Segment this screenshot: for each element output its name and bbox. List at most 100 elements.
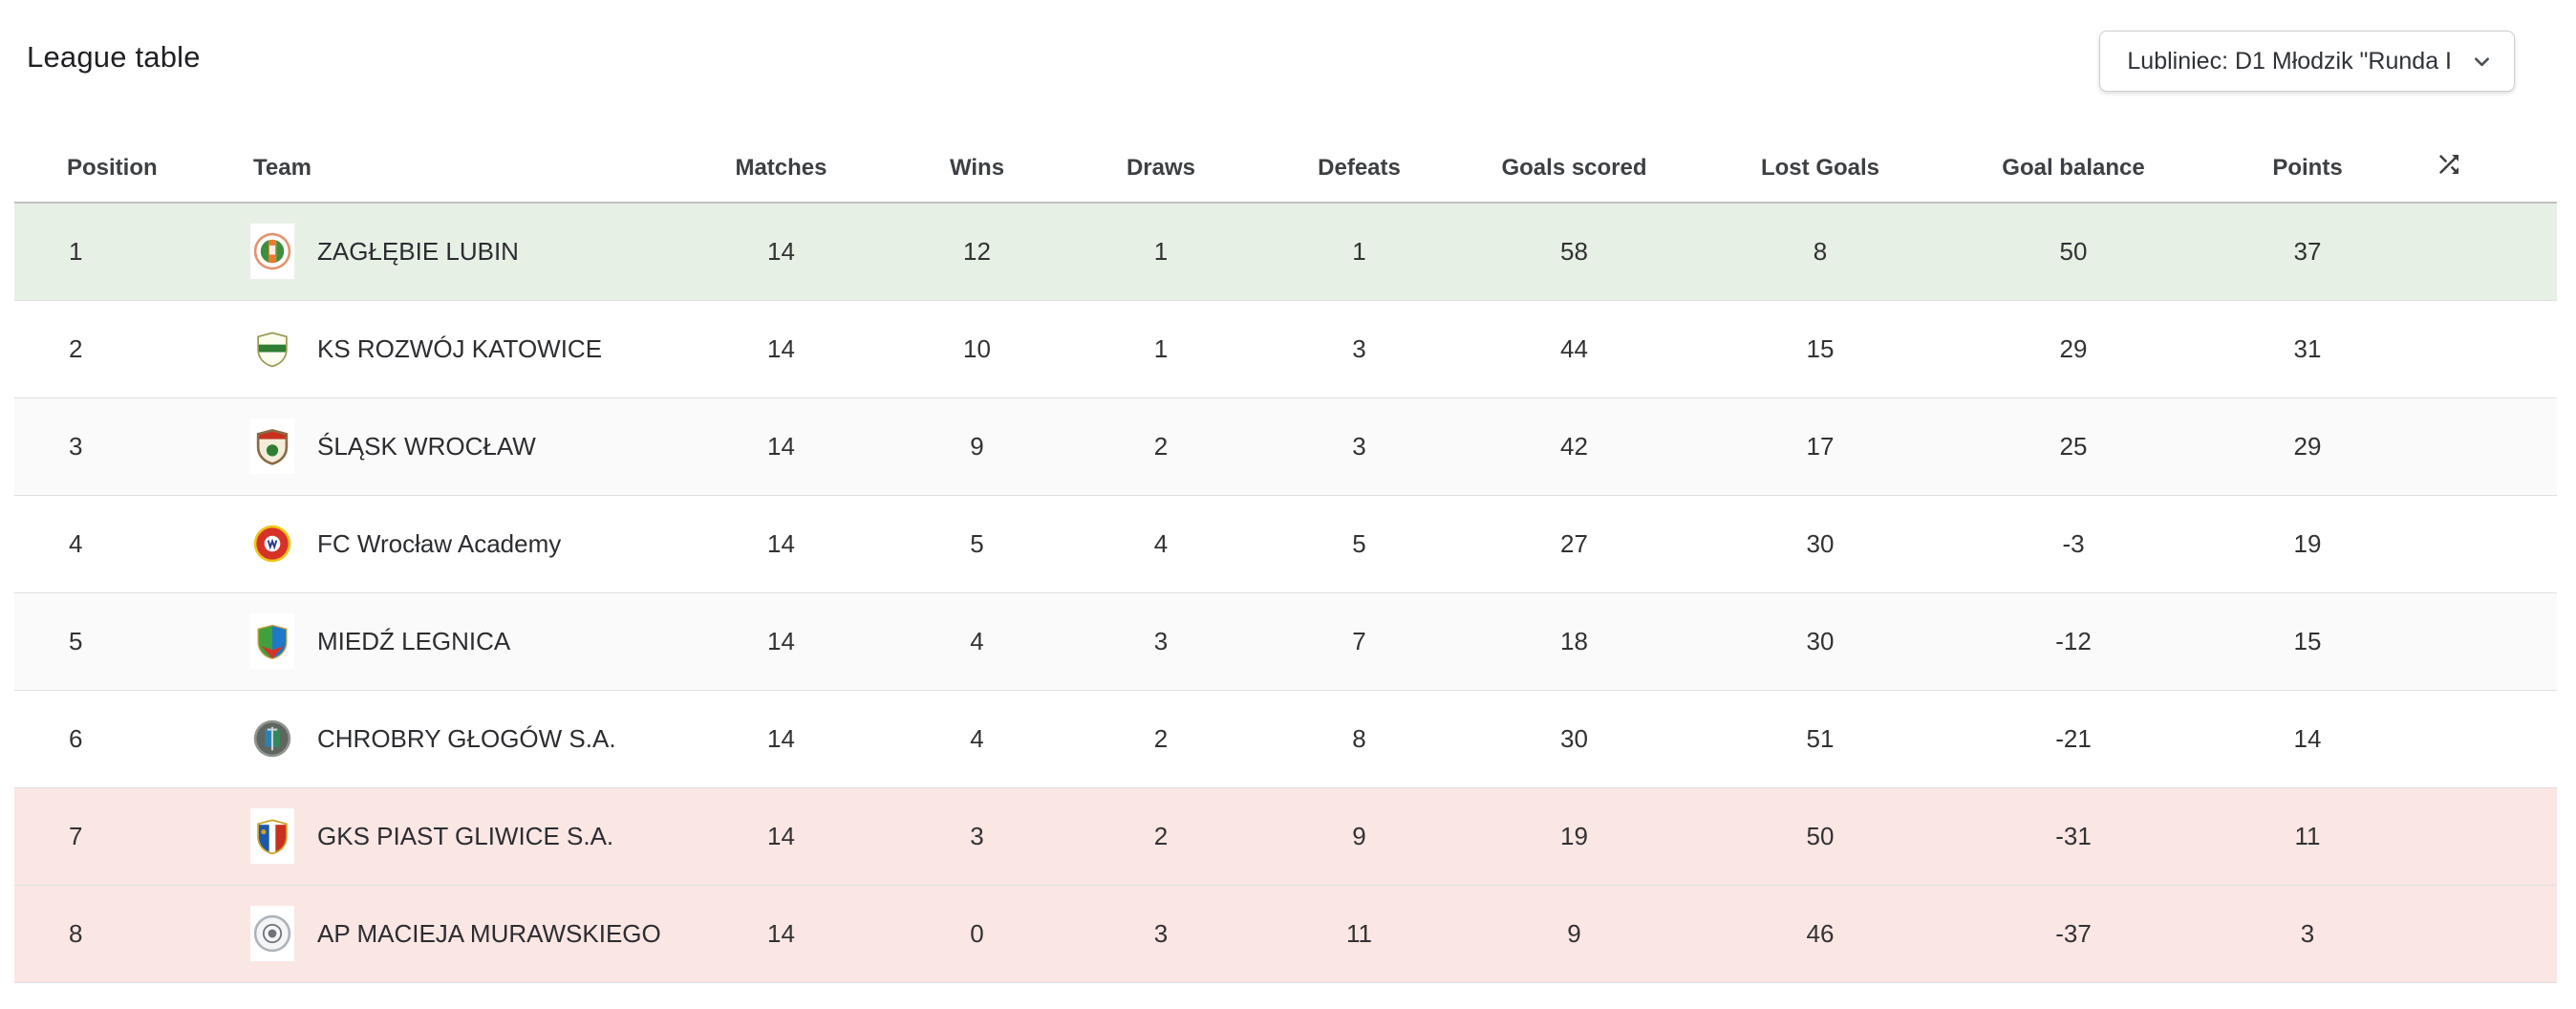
column-header-position: Position [14, 134, 201, 204]
draws-cell: 3 [1061, 884, 1261, 983]
actions-cell [2417, 299, 2557, 397]
league-table-body: 1 ZAGŁĘBIE LUBIN 14 12 1 1 58 8 50 37 2 KS ROZWÓJ K… [14, 203, 2557, 983]
miedz-legnica-crest [250, 613, 294, 669]
position-cell: 6 [14, 689, 201, 787]
matches-cell: 14 [767, 236, 795, 266]
column-header-defeats: Defeats [1261, 134, 1457, 204]
matches-cell: 14 [669, 884, 893, 983]
points-cell: 11 [2198, 786, 2417, 885]
table-row: 2 KS ROZWÓJ KATOWICE 14 10 1 3 44 15 29 31 [14, 299, 2557, 397]
column-header-matches: Matches [669, 134, 893, 204]
gks-piast-gliwice-crest [250, 808, 294, 864]
lost-goals-cell: 50 [1691, 786, 1949, 885]
column-header-wins: Wins [893, 134, 1061, 204]
table-header-row: Position Team Matches Wins Draws Defeats… [14, 134, 2557, 204]
lost-goals-cell: 46 [1691, 884, 1949, 983]
table-row: 4 FC Wrocław Academy 14 5 4 5 27 30 -3 19 [14, 494, 2557, 592]
page-title: League table [27, 40, 201, 74]
goal-balance-cell: -12 [1949, 591, 2198, 690]
goals-scored-cell: 44 [1457, 299, 1691, 397]
page-header: League table Lubliniec: D1 Młodzik "Rund… [0, 0, 2576, 134]
matches-cell: 14 [669, 299, 893, 397]
goal-balance-cell: -21 [1949, 689, 2198, 787]
position-cell: 8 [14, 884, 201, 983]
column-header-goal-balance: Goal balance [1949, 134, 2198, 204]
position-cell: 5 [14, 591, 201, 690]
table-row: 1 ZAGŁĘBIE LUBIN 14 12 1 1 58 8 50 37 [14, 203, 2557, 300]
team-name: ŚLĄSK WROCŁAW [317, 431, 536, 461]
column-header-points: Points [2198, 134, 2417, 204]
column-header-draws: Draws [1061, 134, 1261, 204]
table-row: 7 GKS PIAST GLIWICE S.A. 14 3 2 9 19 50 -31 11 [14, 786, 2557, 885]
goals-scored-cell: 58 [1560, 236, 1588, 266]
matches-cell: 14 [669, 494, 893, 592]
ap-macieja-murawskiego-crest [250, 906, 294, 961]
table-row: 6 CHROBRY GŁOGÓW S.A. 14 4 2 8 30 51 -21 14 [14, 689, 2557, 787]
actions-cell [2417, 786, 2557, 885]
goals-scored-cell: 19 [1457, 786, 1691, 885]
wins-cell: 3 [893, 786, 1061, 885]
team-cell: ZAGŁĘBIE LUBIN [201, 203, 669, 300]
goals-scored-cell: 9 [1457, 884, 1691, 983]
draws-cell: 2 [1061, 397, 1261, 495]
column-header-goals-scored: Goals scored [1457, 134, 1691, 204]
draws-cell: 1 [1153, 236, 1169, 266]
position-cell: 2 [14, 299, 201, 397]
team-name: GKS PIAST GLIWICE S.A. [317, 821, 614, 850]
goal-balance-cell: 25 [1949, 397, 2198, 495]
position-cell: 4 [14, 494, 201, 592]
competition-select[interactable]: Lubliniec: D1 Młodzik "Runda I [2099, 31, 2515, 92]
team-cell: GKS PIAST GLIWICE S.A. [201, 786, 669, 885]
draws-cell: 2 [1061, 689, 1261, 787]
lost-goals-cell: 51 [1691, 689, 1949, 787]
shuffle-icon[interactable] [2435, 150, 2463, 179]
points-cell: 19 [2198, 494, 2417, 592]
position-cell: 1 [69, 236, 83, 266]
defeats-cell: 5 [1261, 494, 1457, 592]
goals-scored-cell: 18 [1457, 591, 1691, 690]
points-cell: 37 [2293, 236, 2322, 266]
wins-cell: 5 [893, 494, 1061, 592]
lost-goals-cell: 8 [1813, 236, 1828, 266]
goal-balance-cell: -31 [1949, 786, 2198, 885]
lost-goals-cell: 15 [1691, 299, 1949, 397]
team-cell: KS ROZWÓJ KATOWICE [201, 299, 669, 397]
actions-cell [2417, 397, 2557, 495]
competition-select-value: Lubliniec: D1 Młodzik "Runda I [2127, 47, 2452, 75]
table-row: 8 AP MACIEJA MURAWSKIEGO 14 0 3 11 9 46 -37 3 [14, 884, 2557, 983]
points-cell: 3 [2198, 884, 2417, 983]
team-cell: FC Wrocław Academy [201, 494, 669, 592]
chevron-down-icon [2469, 49, 2495, 75]
team-name: ZAGŁĘBIE LUBIN [317, 236, 519, 266]
points-cell: 31 [2198, 299, 2417, 397]
table-row: 3 ŚLĄSK WROCŁAW 14 9 2 3 42 17 25 29 [14, 397, 2557, 495]
ks-rozwoj-katowice-crest [250, 321, 294, 376]
draws-cell: 4 [1061, 494, 1261, 592]
column-header-team: Team [201, 134, 669, 204]
position-cell: 7 [14, 786, 201, 885]
defeats-cell: 9 [1261, 786, 1457, 885]
team-cell: ŚLĄSK WROCŁAW [201, 397, 669, 495]
team-cell: CHROBRY GŁOGÓW S.A. [201, 689, 669, 787]
wins-cell: 4 [893, 591, 1061, 690]
actions-cell [2417, 494, 2557, 592]
table-row: 5 MIEDŹ LEGNICA 14 4 3 7 18 30 -12 15 [14, 591, 2557, 690]
defeats-cell: 11 [1261, 884, 1457, 983]
team-name: FC Wrocław Academy [317, 528, 562, 558]
team-name: CHROBRY GŁOGÓW S.A. [317, 723, 616, 753]
matches-cell: 14 [669, 786, 893, 885]
defeats-cell: 3 [1261, 299, 1457, 397]
draws-cell: 2 [1061, 786, 1261, 885]
matches-cell: 14 [669, 591, 893, 690]
actions-cell [2417, 689, 2557, 787]
wins-cell: 12 [963, 236, 991, 266]
goal-balance-cell: -3 [1949, 494, 2198, 592]
actions-cell [2417, 203, 2557, 300]
defeats-cell: 1 [1352, 236, 1366, 266]
chrobry-glogow-crest [250, 711, 294, 766]
zaglebie-lubin-crest [250, 224, 294, 280]
wins-cell: 0 [893, 884, 1061, 983]
matches-cell: 14 [669, 397, 893, 495]
draws-cell: 3 [1061, 591, 1261, 690]
goal-balance-cell: -37 [1949, 884, 2198, 983]
